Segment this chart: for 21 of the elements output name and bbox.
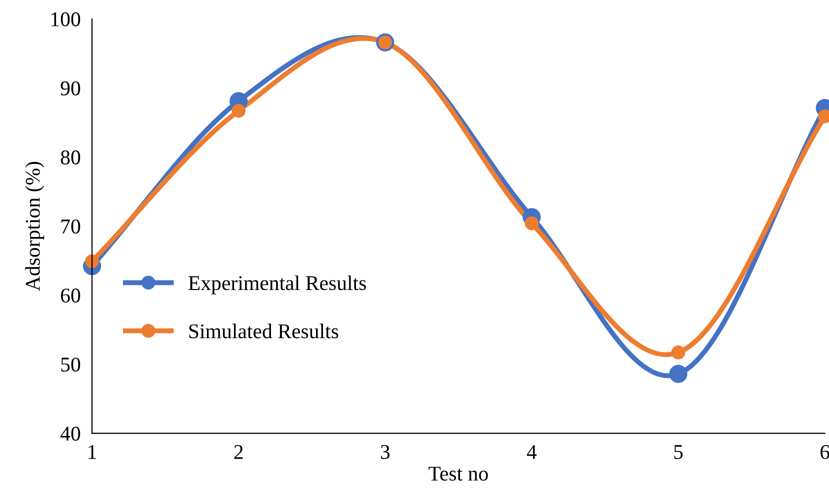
y-tick-label: 100 <box>51 12 80 26</box>
x-tick-label: 5 <box>674 445 683 460</box>
x-axis-title: Test no <box>428 466 488 481</box>
legend-label: Experimental Results <box>188 275 366 294</box>
point <box>524 216 539 230</box>
legend-label: Simulated Results <box>189 324 338 338</box>
y-tick-label: 70 <box>61 219 80 234</box>
x-tick-label: 4 <box>526 445 537 459</box>
x-tick-label: 6 <box>820 445 829 460</box>
point <box>232 104 246 118</box>
y-tick-label: 50 <box>61 358 80 372</box>
y-tick-label: 40 <box>60 426 80 441</box>
point <box>669 364 688 383</box>
y-tick-label: 80 <box>60 150 80 164</box>
point <box>671 346 686 360</box>
y-axis-title: Adsorption (%) <box>25 162 44 291</box>
x-tick-label: 2 <box>234 445 243 459</box>
x-tick-label: 1 <box>88 445 96 459</box>
y-tick-label: 90 <box>60 81 80 96</box>
x-tick-label: 3 <box>380 445 390 460</box>
y-tick-label: 60 <box>60 288 80 303</box>
